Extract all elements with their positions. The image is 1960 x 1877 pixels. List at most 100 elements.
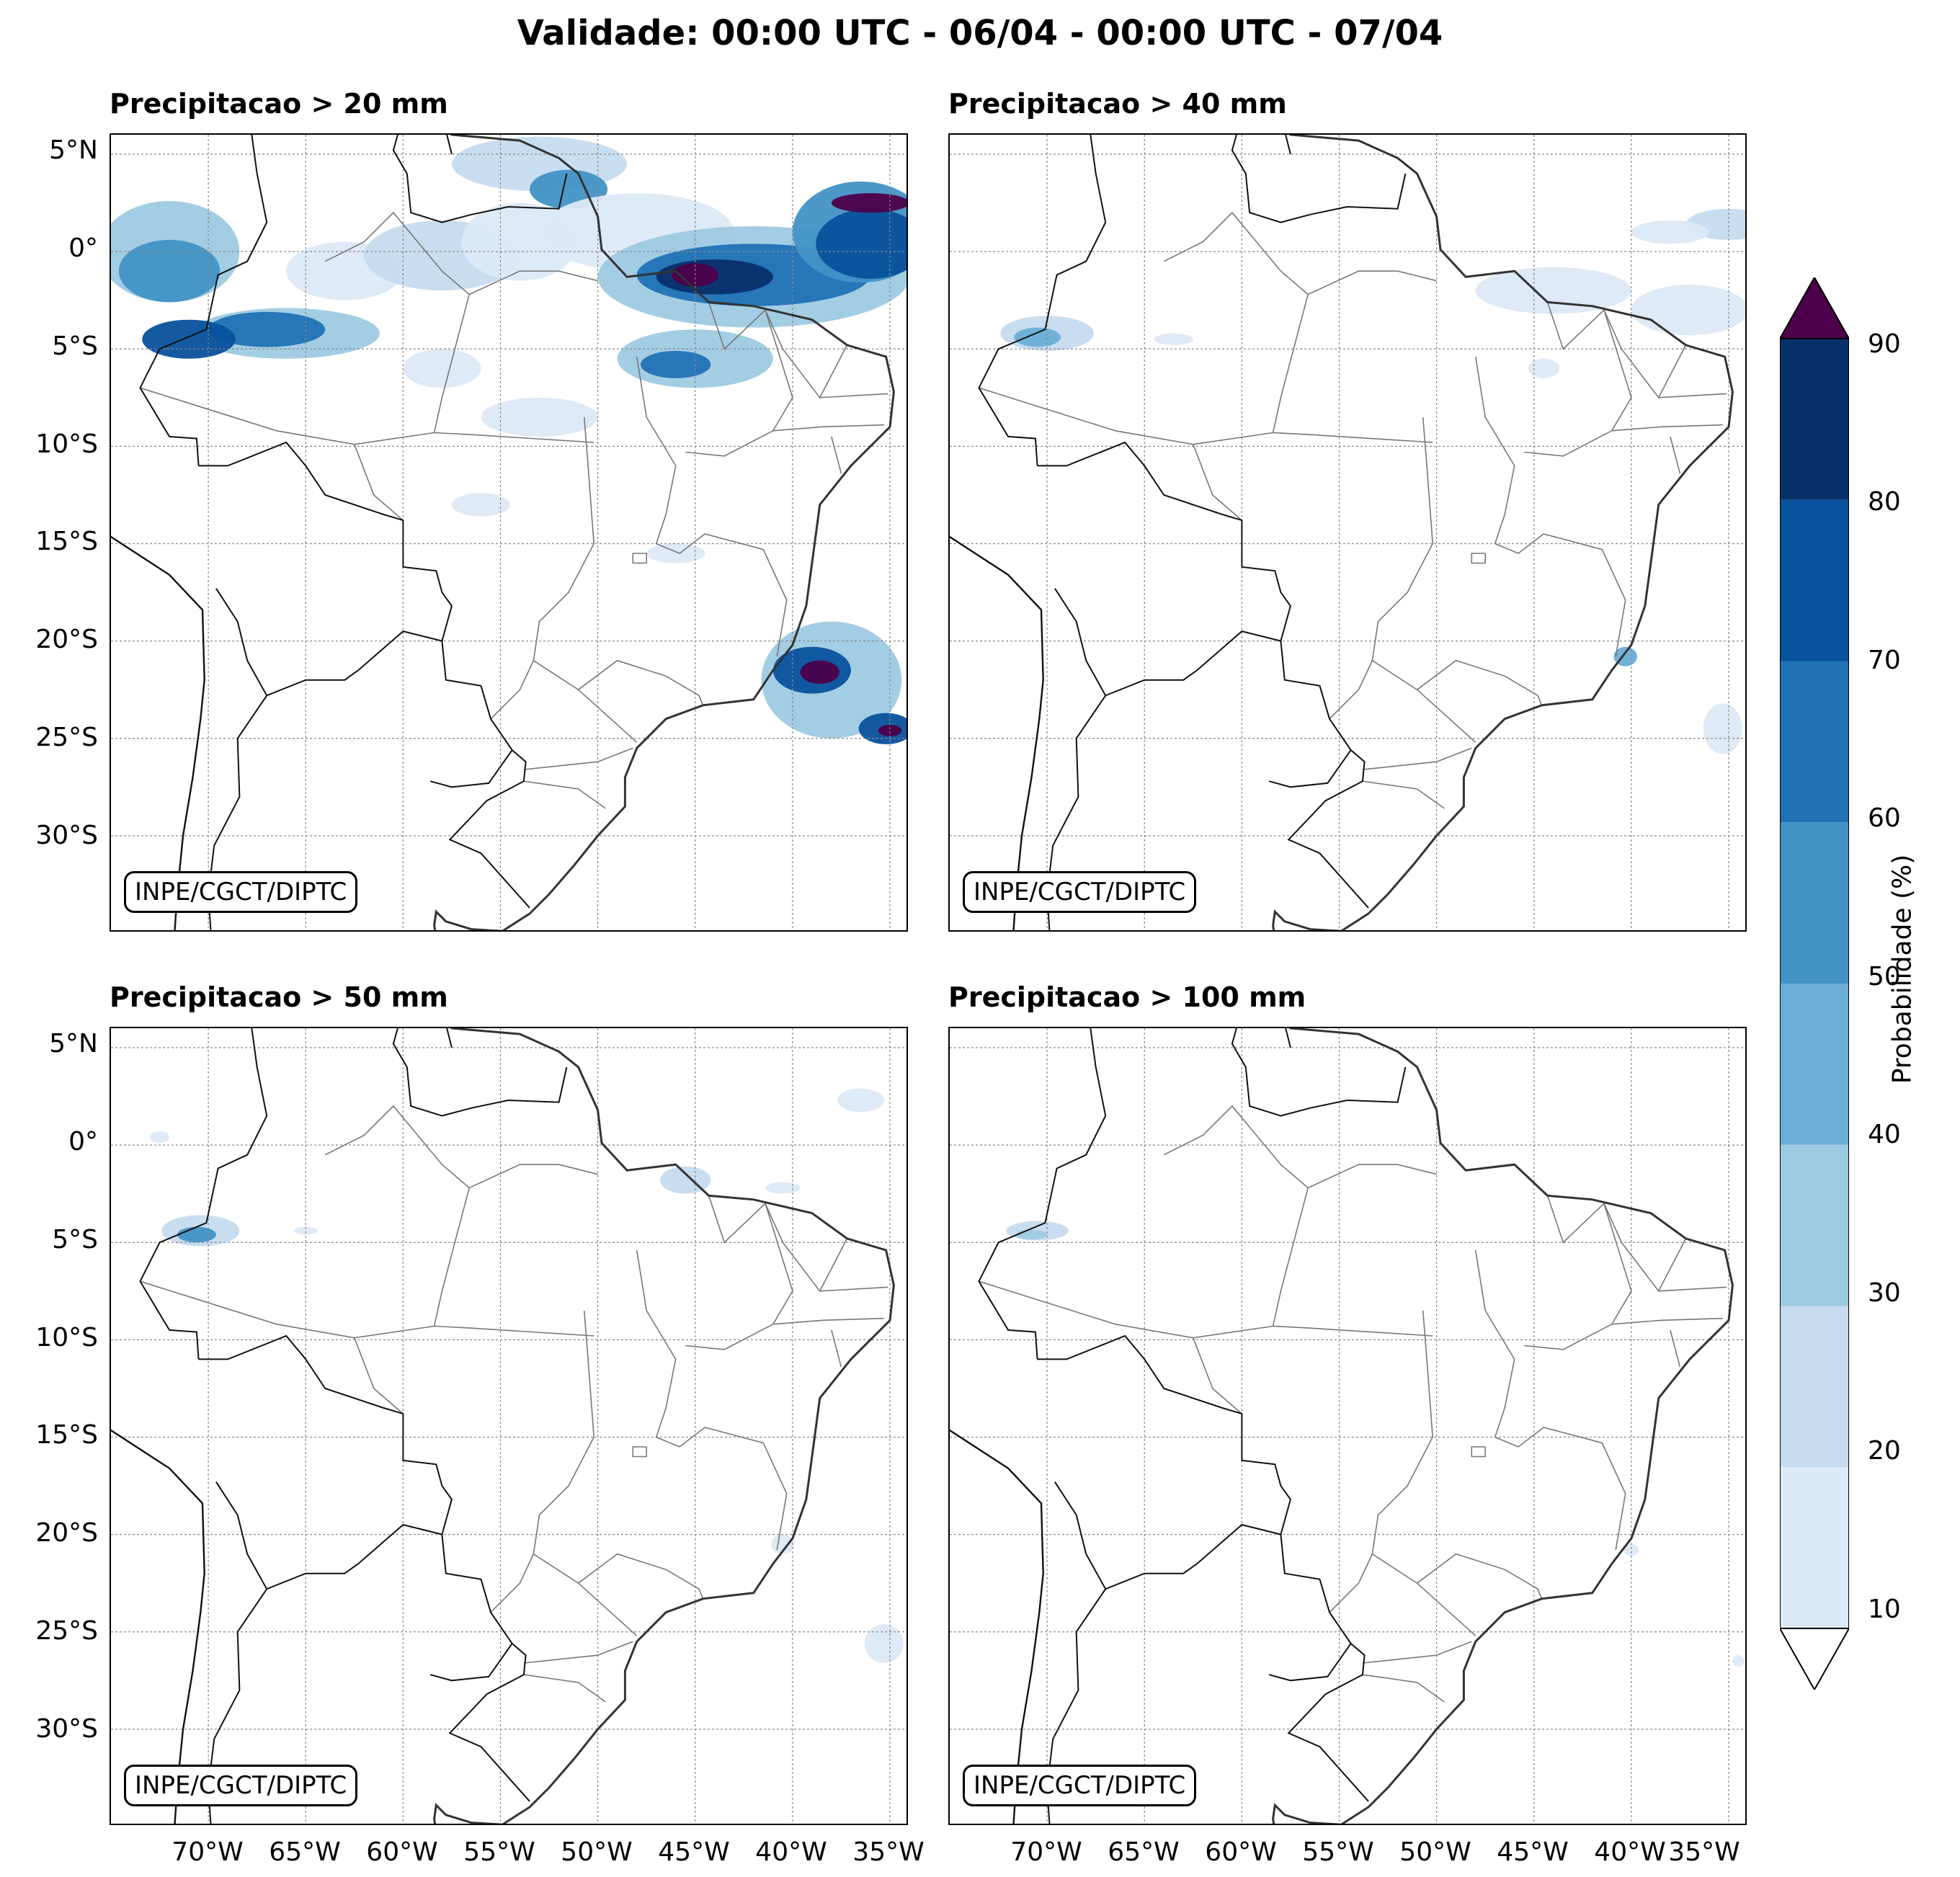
coastline [111, 1429, 205, 1824]
colorbar-segment [1780, 1467, 1849, 1628]
colorbar-segment [1780, 822, 1849, 984]
colorbar [1780, 277, 1849, 1690]
country-border [139, 135, 268, 466]
colorbar-segment [1780, 984, 1849, 1145]
precipitation-area [294, 1226, 318, 1235]
credit-box: INPE/CGCT/DIPTC [963, 871, 1197, 913]
lon-label: 50°W [561, 1837, 633, 1867]
country-border [357, 630, 513, 788]
state-border [1524, 1195, 1632, 1350]
state-border [1362, 1641, 1472, 1664]
lon-label: 35°W [852, 1837, 925, 1867]
lon-label: 65°W [1108, 1837, 1180, 1867]
state-border [1658, 1286, 1727, 1292]
country-border [448, 1643, 530, 1802]
coastline [433, 135, 895, 930]
state-border [433, 1187, 470, 1327]
country-border [1037, 441, 1291, 641]
colorbar-tick: 20 [1868, 1436, 1901, 1466]
colorbar-segment [1780, 1144, 1849, 1306]
country-border [1285, 1028, 1291, 1048]
colorbar-tick: 70 [1868, 646, 1901, 675]
state-border [324, 211, 598, 295]
lat-label: 5°N [49, 1029, 98, 1058]
country-border [446, 135, 453, 155]
credit-box: INPE/CGCT/DIPTC [963, 1765, 1197, 1806]
lat-label: 10°S [35, 429, 98, 459]
lat-label: 0° [68, 1127, 98, 1156]
country-border [1196, 630, 1352, 788]
map-canvas [950, 1028, 1745, 1824]
coastline [1272, 1028, 1734, 1824]
colorbar-tick: 40 [1868, 1120, 1901, 1149]
state-border [523, 1641, 633, 1664]
credit-box: INPE/CGCT/DIPTC [124, 871, 358, 913]
country-border [446, 1028, 453, 1048]
credit-box: INPE/CGCT/DIPTC [124, 1765, 358, 1806]
state-border [354, 444, 404, 521]
state-border [1193, 444, 1242, 521]
lon-label: 45°W [658, 1837, 730, 1867]
state-border [1272, 1187, 1309, 1327]
lat-label: 5°S [52, 1225, 98, 1254]
precipitation-area [142, 319, 236, 359]
figure-title: Validade: 00:00 UTC - 06/04 - 00:00 UTC … [517, 13, 1443, 53]
lon-label: 60°W [366, 1837, 438, 1867]
map-panel-100mm: INPE/CGCT/DIPTC [948, 1027, 1747, 1825]
state-border [1362, 747, 1472, 770]
country-border [978, 1028, 1107, 1360]
colorbar-segment [1780, 339, 1849, 500]
precipitation-area [403, 349, 481, 388]
coastline [950, 1429, 1044, 1824]
map-canvas [111, 1028, 906, 1824]
colorbar-segment [1780, 499, 1849, 661]
lat-label: 25°S [35, 1616, 98, 1646]
lon-label: 70°W [1010, 1837, 1082, 1867]
state-border [1670, 436, 1681, 474]
lat-label: 15°S [35, 1420, 98, 1450]
precipitation-area [878, 724, 902, 737]
precipitation-area [208, 311, 326, 347]
precipitation-area [1631, 285, 1745, 336]
lat-label: 25°S [35, 723, 98, 752]
colorbar-extend-min [1780, 1628, 1849, 1690]
state-border [324, 1105, 598, 1189]
state-border [578, 1553, 704, 1600]
lon-label: 45°W [1497, 1837, 1569, 1867]
lat-label: 30°S [35, 821, 98, 850]
lon-label: 60°W [1205, 1837, 1277, 1867]
country-border [1054, 1481, 1198, 1590]
country-border [1287, 749, 1369, 909]
precipitation-area [1631, 220, 1709, 244]
state-border [354, 1337, 404, 1414]
state-border [433, 294, 470, 433]
coastline [950, 535, 1044, 930]
country-border [139, 1028, 268, 1360]
state-border [1371, 416, 1476, 743]
country-border [1196, 1524, 1352, 1682]
colorbar-tick: 50 [1868, 962, 1901, 991]
state-border [523, 1674, 606, 1703]
state-border [1163, 211, 1437, 295]
state-border [1603, 309, 1687, 399]
state-border [140, 1280, 594, 1339]
colorbar-extend-max [1780, 277, 1849, 339]
country-border [1037, 1334, 1291, 1535]
precipitation-area [1475, 267, 1631, 314]
lon-label: 50°W [1399, 1837, 1471, 1867]
country-border [392, 135, 568, 223]
lon-label: 40°W [1594, 1837, 1666, 1867]
country-border [1231, 135, 1407, 223]
precipitation-area [800, 660, 839, 685]
state-border [1329, 1553, 1373, 1613]
map-panel-40mm: INPE/CGCT/DIPTC [948, 133, 1747, 932]
state-border [765, 1203, 848, 1293]
coastline [433, 1028, 895, 1824]
state-border [1474, 1249, 1626, 1551]
panel-title-50mm: Precipitacao > 50 mm [110, 981, 448, 1013]
precipitation-area [481, 397, 598, 437]
state-border [1371, 1310, 1476, 1636]
state-border [1524, 302, 1632, 457]
state-border [831, 1329, 842, 1368]
precipitation-area [1623, 1544, 1639, 1556]
